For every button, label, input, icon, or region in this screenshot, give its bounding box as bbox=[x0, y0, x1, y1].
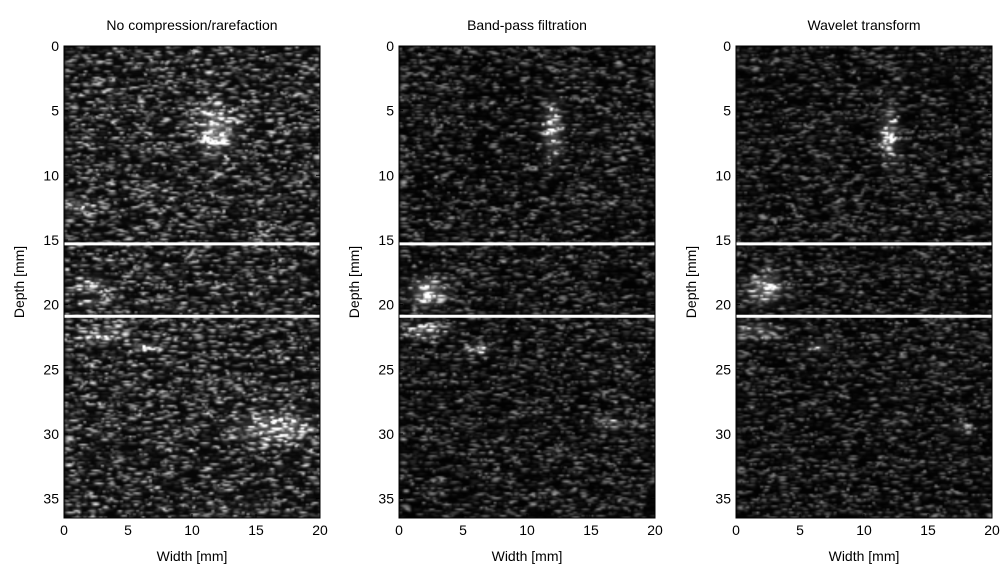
x-tick-label: 10 bbox=[519, 522, 535, 538]
panel-title: No compression/rarefaction bbox=[106, 17, 277, 33]
panel-3: Wavelet transform 0 5 10 15 20 0 5 10 15 20 25 30 35 W… bbox=[683, 17, 1000, 564]
x-tick-label: 5 bbox=[796, 522, 804, 538]
x-tick-label: 10 bbox=[184, 522, 200, 538]
x-tick-label: 10 bbox=[856, 522, 872, 538]
panel-2: Band-pass filtration 0 5 10 15 20 0 5 10 15 20 25 30… bbox=[346, 17, 663, 564]
y-tick-label: 10 bbox=[715, 167, 731, 183]
x-tick-label: 5 bbox=[124, 522, 132, 538]
y-axis-label: Depth [mm] bbox=[346, 246, 362, 318]
x-axis-label: Width [mm] bbox=[492, 548, 563, 564]
y-tick-label: 0 bbox=[723, 38, 731, 54]
panel-title: Band-pass filtration bbox=[467, 17, 587, 33]
y-axis-label: Depth [mm] bbox=[683, 246, 699, 318]
y-tick-label: 30 bbox=[715, 426, 731, 442]
x-tick-label: 20 bbox=[647, 522, 663, 538]
y-tick-label: 0 bbox=[51, 38, 59, 54]
ultrasound-image bbox=[399, 46, 655, 518]
y-tick-label: 25 bbox=[715, 361, 731, 377]
y-tick-label: 35 bbox=[378, 491, 394, 507]
y-tick-label: 35 bbox=[715, 491, 731, 507]
x-tick-label: 0 bbox=[732, 522, 740, 538]
x-tick-label: 0 bbox=[395, 522, 403, 538]
y-tick-label: 15 bbox=[715, 232, 731, 248]
y-tick-label: 5 bbox=[386, 103, 394, 119]
y-tick-label: 25 bbox=[43, 361, 59, 377]
y-tick-label: 35 bbox=[43, 491, 59, 507]
y-tick-label: 30 bbox=[378, 426, 394, 442]
x-tick-label: 15 bbox=[920, 522, 936, 538]
panel-1: No compression/rarefaction 0 5 10 15 20 0 5 10 15… bbox=[11, 17, 328, 564]
x-tick-label: 0 bbox=[60, 522, 68, 538]
y-axis-label: Depth [mm] bbox=[11, 246, 27, 318]
y-tick-label: 5 bbox=[723, 103, 731, 119]
x-tick-label: 20 bbox=[312, 522, 328, 538]
y-tick-label: 20 bbox=[378, 297, 394, 313]
panels: No compression/rarefaction 0 5 10 15 20 0 5 10 15… bbox=[11, 17, 1000, 564]
panel-title: Wavelet transform bbox=[807, 17, 920, 33]
y-tick-label: 30 bbox=[43, 426, 59, 442]
x-axis-label: Width [mm] bbox=[157, 548, 228, 564]
y-tick-label: 0 bbox=[386, 38, 394, 54]
x-tick-label: 20 bbox=[984, 522, 1000, 538]
y-tick-label: 20 bbox=[43, 297, 59, 313]
x-tick-label: 5 bbox=[459, 522, 467, 538]
y-tick-label: 10 bbox=[378, 167, 394, 183]
ultrasound-image bbox=[736, 46, 992, 518]
y-tick-label: 5 bbox=[51, 103, 59, 119]
y-tick-label: 25 bbox=[378, 361, 394, 377]
y-tick-label: 15 bbox=[43, 232, 59, 248]
ultrasound-image bbox=[64, 46, 320, 518]
x-axis-label: Width [mm] bbox=[829, 548, 900, 564]
y-tick-label: 20 bbox=[715, 297, 731, 313]
y-tick-label: 15 bbox=[378, 232, 394, 248]
y-tick-label: 10 bbox=[43, 167, 59, 183]
x-tick-label: 15 bbox=[583, 522, 599, 538]
x-tick-label: 15 bbox=[248, 522, 264, 538]
